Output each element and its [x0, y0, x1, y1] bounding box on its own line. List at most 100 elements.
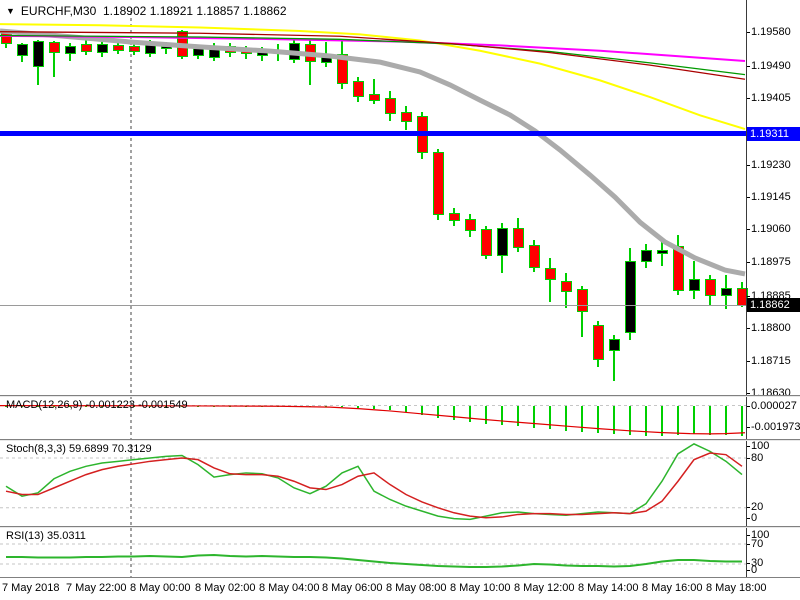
candle — [65, 46, 76, 54]
candle — [193, 47, 204, 56]
ohlc-low: 1.18857 — [196, 4, 240, 18]
macd-histogram-bar — [357, 405, 359, 408]
panel-separator-light — [0, 440, 800, 441]
symbol-dropdown-icon[interactable]: ▼ — [6, 6, 15, 16]
candle — [17, 44, 28, 56]
macd-histogram-bar — [197, 405, 199, 407]
candle — [449, 213, 460, 221]
rsi-label: RSI(13) 35.0311 — [6, 530, 86, 542]
macd-histogram-bar — [565, 405, 567, 431]
macd-histogram-bar — [341, 405, 343, 407]
candle — [593, 324, 604, 361]
price-axis-tick — [746, 65, 750, 67]
horizontal-support-line[interactable] — [0, 131, 746, 137]
price-axis-tick — [746, 98, 750, 100]
indicator-scale-label: 70 — [751, 538, 764, 550]
time-axis-border — [0, 577, 800, 578]
candle — [353, 81, 364, 97]
panel-separator-light — [0, 396, 800, 397]
time-axis-label: 8 May 00:00 — [130, 582, 191, 594]
candle — [433, 151, 444, 216]
macd-label: MACD(12,26,9) -0.001223 -0.001549 — [6, 399, 188, 411]
macd-histogram-bar — [325, 405, 327, 407]
candle — [385, 98, 396, 115]
candle — [1, 31, 12, 45]
macd-histogram-bar — [421, 405, 423, 415]
price-axis-tick — [746, 261, 750, 263]
candle — [33, 41, 44, 67]
macd-histogram-bar — [277, 405, 279, 407]
time-axis-label: 8 May 04:00 — [259, 582, 320, 594]
candle — [625, 260, 636, 334]
candle — [145, 41, 156, 54]
indicator-scale-label: 80 — [751, 452, 764, 464]
time-axis-label: 8 May 18:00 — [706, 582, 767, 594]
current-price-tag: 1.18862 — [747, 297, 800, 312]
time-axis-label: 8 May 12:00 — [514, 582, 575, 594]
candle — [177, 30, 188, 57]
current-bid-line — [0, 304, 746, 306]
time-axis-label: 8 May 06:00 — [322, 582, 383, 594]
price-axis-label: 1.18715 — [751, 354, 791, 367]
price-axis-tick — [746, 164, 750, 166]
candle-wick — [549, 257, 551, 303]
indicator-scale-label: 0 — [751, 564, 758, 576]
price-axis-label: 1.19230 — [751, 158, 791, 171]
macd-histogram-bar — [309, 405, 311, 407]
indicator-scale-label: 0.000027 — [751, 400, 797, 412]
macd-histogram-bar — [261, 405, 263, 407]
candle — [289, 43, 300, 60]
candle — [273, 50, 284, 54]
candle — [401, 111, 412, 123]
indicator-scale-tick — [746, 458, 750, 459]
macd-histogram-bar — [741, 405, 743, 436]
candle — [97, 44, 108, 54]
price-axis-tick — [746, 328, 750, 330]
macd-histogram-bar — [725, 405, 727, 436]
macd-histogram-bar — [533, 405, 535, 428]
stoch-label: Stoch(8,3,3) 59.6899 70.3129 — [6, 443, 152, 455]
candle — [337, 53, 348, 85]
macd-histogram-bar — [581, 405, 583, 432]
candle — [161, 45, 172, 49]
panel-separator[interactable] — [0, 395, 800, 396]
panel-separator[interactable] — [0, 526, 800, 527]
indicator-scale-tick — [746, 544, 750, 545]
macd-histogram-bar — [613, 405, 615, 435]
price-axis-label: 1.19405 — [751, 92, 791, 105]
time-axis-label: 7 May 22:00 — [66, 582, 127, 594]
indicator-scale-label: 100 — [751, 440, 770, 452]
candle — [513, 227, 524, 249]
panel-separator[interactable] — [0, 439, 800, 440]
candle — [609, 339, 620, 351]
macd-histogram-bar — [229, 405, 231, 407]
macd-histogram-bar — [661, 405, 663, 436]
candle — [321, 56, 332, 63]
symbol-period-label: EURCHF,M30 — [20, 4, 97, 18]
candle-wick — [613, 335, 615, 382]
candle — [705, 278, 716, 296]
time-axis-label: 8 May 10:00 — [450, 582, 511, 594]
indicator-scale-tick — [746, 518, 750, 519]
indicator-scale-tick — [746, 446, 750, 447]
macd-histogram-bar — [213, 405, 215, 407]
candle — [81, 44, 92, 53]
candle — [113, 44, 124, 51]
candle — [657, 250, 668, 254]
candle — [465, 218, 476, 232]
indicator-scale-label: 30 — [751, 557, 764, 569]
candle — [529, 244, 540, 269]
candle — [561, 280, 572, 293]
macd-histogram-bar — [517, 405, 519, 427]
chart-title: ▼ EURCHF,M30 1.18902 1.18921 1.18857 1.18… — [6, 4, 287, 18]
time-axis-label: 8 May 02:00 — [195, 582, 256, 594]
macd-histogram-bar — [629, 405, 631, 436]
candle — [673, 245, 684, 292]
price-axis-tick — [746, 229, 750, 231]
macd-histogram-bar — [437, 405, 439, 419]
candle — [241, 48, 252, 54]
indicator-scale-tick — [746, 427, 750, 428]
price-axis-label: 1.18975 — [751, 255, 791, 268]
